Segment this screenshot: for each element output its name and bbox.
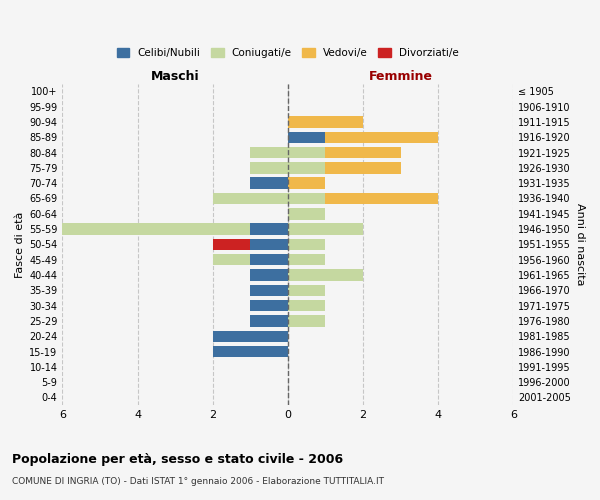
Bar [288,178,325,189]
Bar [250,147,288,158]
Bar [325,162,401,173]
Bar [288,270,363,281]
Bar [288,224,363,235]
Text: Popolazione per età, sesso e stato civile - 2006: Popolazione per età, sesso e stato civil… [12,452,343,466]
Bar [288,208,325,220]
Bar [250,224,288,235]
Bar [288,147,325,158]
Bar [288,300,325,312]
Bar [325,132,438,143]
Bar [213,346,288,358]
Bar [213,330,288,342]
Bar [250,238,288,250]
Text: COMUNE DI INGRIA (TO) - Dati ISTAT 1° gennaio 2006 - Elaborazione TUTTITALIA.IT: COMUNE DI INGRIA (TO) - Dati ISTAT 1° ge… [12,478,384,486]
Bar [250,254,288,266]
Bar [250,284,288,296]
Bar [325,193,438,204]
Bar [213,238,250,250]
Bar [288,238,325,250]
Text: Maschi: Maschi [151,70,199,83]
Bar [250,315,288,326]
Bar [288,284,325,296]
Bar [250,270,288,281]
Bar [250,300,288,312]
Bar [213,193,288,204]
Bar [325,147,401,158]
Bar [288,132,325,143]
Legend: Celibi/Nubili, Coniugati/e, Vedovi/e, Divorziati/e: Celibi/Nubili, Coniugati/e, Vedovi/e, Di… [113,44,463,62]
Text: Femmine: Femmine [368,70,433,83]
Y-axis label: Anni di nascita: Anni di nascita [575,203,585,285]
Bar [288,193,325,204]
Bar [213,254,250,266]
Bar [62,224,250,235]
Y-axis label: Fasce di età: Fasce di età [15,211,25,278]
Bar [250,162,288,173]
Bar [288,116,363,128]
Bar [288,254,325,266]
Bar [288,162,325,173]
Bar [288,315,325,326]
Bar [250,178,288,189]
